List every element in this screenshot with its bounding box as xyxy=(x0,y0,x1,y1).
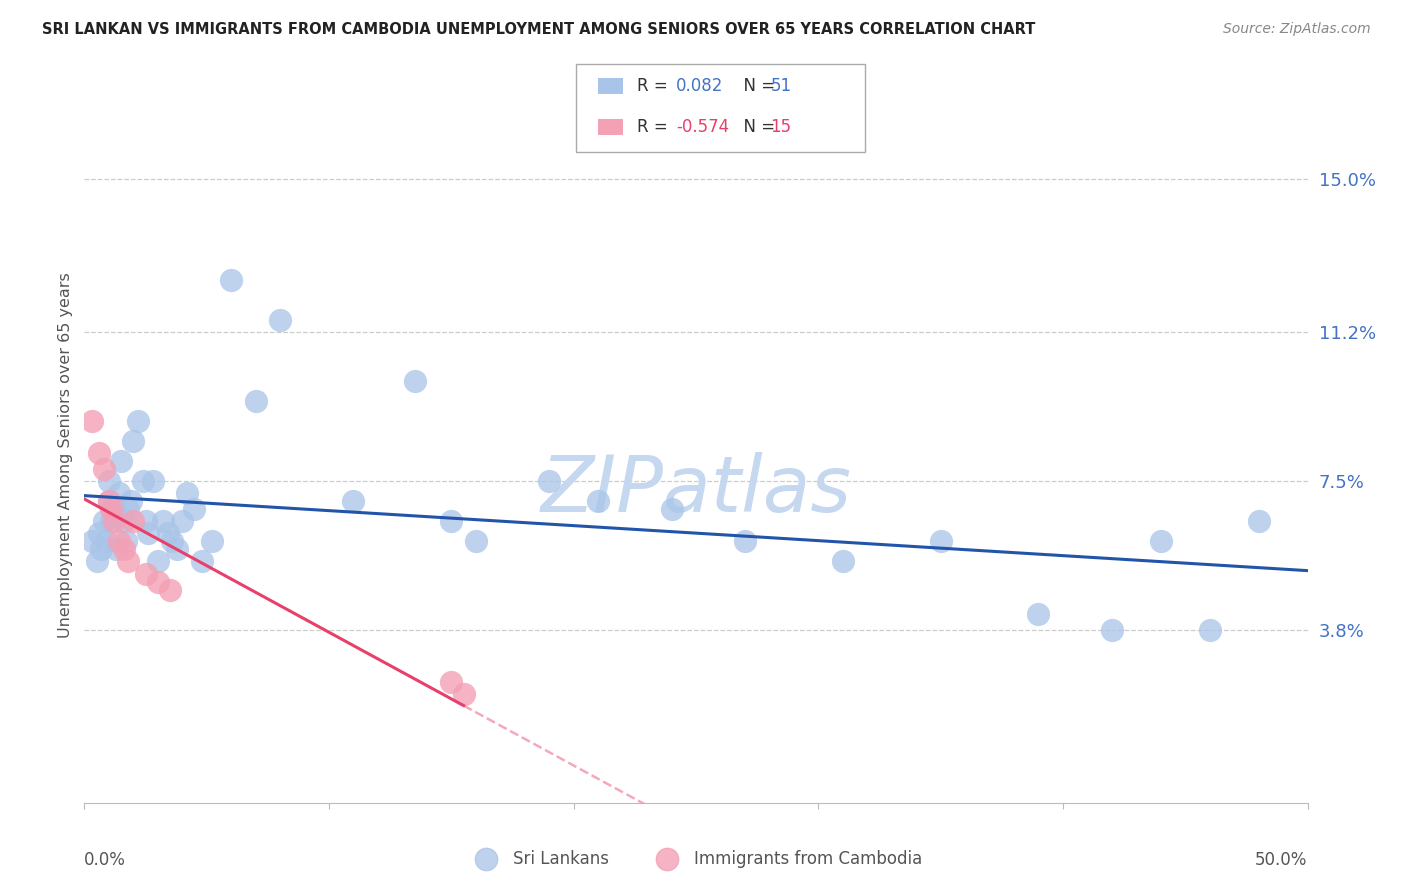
Point xyxy=(146,554,169,568)
Point xyxy=(538,474,561,488)
Point xyxy=(162,534,184,549)
Point xyxy=(103,514,125,528)
Point xyxy=(245,393,267,408)
Point xyxy=(734,534,756,549)
Point xyxy=(93,462,115,476)
Text: N =: N = xyxy=(733,118,780,136)
Point xyxy=(122,514,145,528)
Point xyxy=(440,675,463,690)
Text: 50.0%: 50.0% xyxy=(1256,851,1308,869)
Text: 15: 15 xyxy=(770,118,792,136)
Text: R =: R = xyxy=(637,118,673,136)
Text: ZIPatlas: ZIPatlas xyxy=(540,451,852,528)
Point xyxy=(100,502,122,516)
Point xyxy=(404,374,426,388)
Point xyxy=(1101,623,1123,637)
Point xyxy=(1198,623,1220,637)
Point xyxy=(107,534,129,549)
Point xyxy=(191,554,214,568)
Point xyxy=(200,534,222,549)
Point xyxy=(269,313,291,327)
Point xyxy=(80,414,103,428)
Point xyxy=(464,534,486,549)
Point xyxy=(440,514,463,528)
Point xyxy=(132,474,155,488)
Point xyxy=(110,454,132,468)
Text: 0.0%: 0.0% xyxy=(84,851,127,869)
Text: -0.574: -0.574 xyxy=(676,118,730,136)
Point xyxy=(135,514,157,528)
Point xyxy=(219,273,242,287)
Point xyxy=(120,494,142,508)
Point xyxy=(453,687,475,701)
Text: Source: ZipAtlas.com: Source: ZipAtlas.com xyxy=(1223,22,1371,37)
Point xyxy=(142,474,165,488)
Text: R =: R = xyxy=(637,77,673,95)
Text: 0.082: 0.082 xyxy=(676,77,724,95)
Point xyxy=(929,534,952,549)
Point xyxy=(172,514,194,528)
Point xyxy=(107,486,129,500)
Point xyxy=(152,514,174,528)
Text: N =: N = xyxy=(733,77,780,95)
Point xyxy=(166,542,188,557)
Point xyxy=(86,554,108,568)
Point xyxy=(183,502,205,516)
Point xyxy=(117,554,139,568)
Point xyxy=(80,534,103,549)
Point xyxy=(176,486,198,500)
Point xyxy=(97,474,120,488)
Point xyxy=(661,502,683,516)
Point xyxy=(586,494,609,508)
Point xyxy=(1247,514,1270,528)
Point xyxy=(146,574,169,589)
Point xyxy=(1150,534,1173,549)
Point xyxy=(97,494,120,508)
Point xyxy=(342,494,364,508)
Point xyxy=(97,494,120,508)
Point xyxy=(87,446,110,460)
Legend: Sri Lankans, Immigrants from Cambodia: Sri Lankans, Immigrants from Cambodia xyxy=(463,843,929,874)
Point xyxy=(117,502,139,516)
Point xyxy=(127,414,149,428)
Point xyxy=(103,502,125,516)
Point xyxy=(1028,607,1050,621)
Text: SRI LANKAN VS IMMIGRANTS FROM CAMBODIA UNEMPLOYMENT AMONG SENIORS OVER 65 YEARS : SRI LANKAN VS IMMIGRANTS FROM CAMBODIA U… xyxy=(42,22,1036,37)
Point xyxy=(96,534,118,549)
Point xyxy=(135,566,157,581)
Point xyxy=(112,542,135,557)
Point xyxy=(831,554,853,568)
Y-axis label: Unemployment Among Seniors over 65 years: Unemployment Among Seniors over 65 years xyxy=(58,272,73,638)
Point xyxy=(90,542,112,557)
Point xyxy=(115,534,138,549)
Point xyxy=(136,526,159,541)
Point xyxy=(105,542,128,557)
Point xyxy=(100,514,122,528)
Point xyxy=(159,582,181,597)
Point xyxy=(112,514,135,528)
Point xyxy=(122,434,145,448)
Point xyxy=(93,514,115,528)
Point xyxy=(156,526,179,541)
Text: 51: 51 xyxy=(770,77,792,95)
Point xyxy=(87,526,110,541)
